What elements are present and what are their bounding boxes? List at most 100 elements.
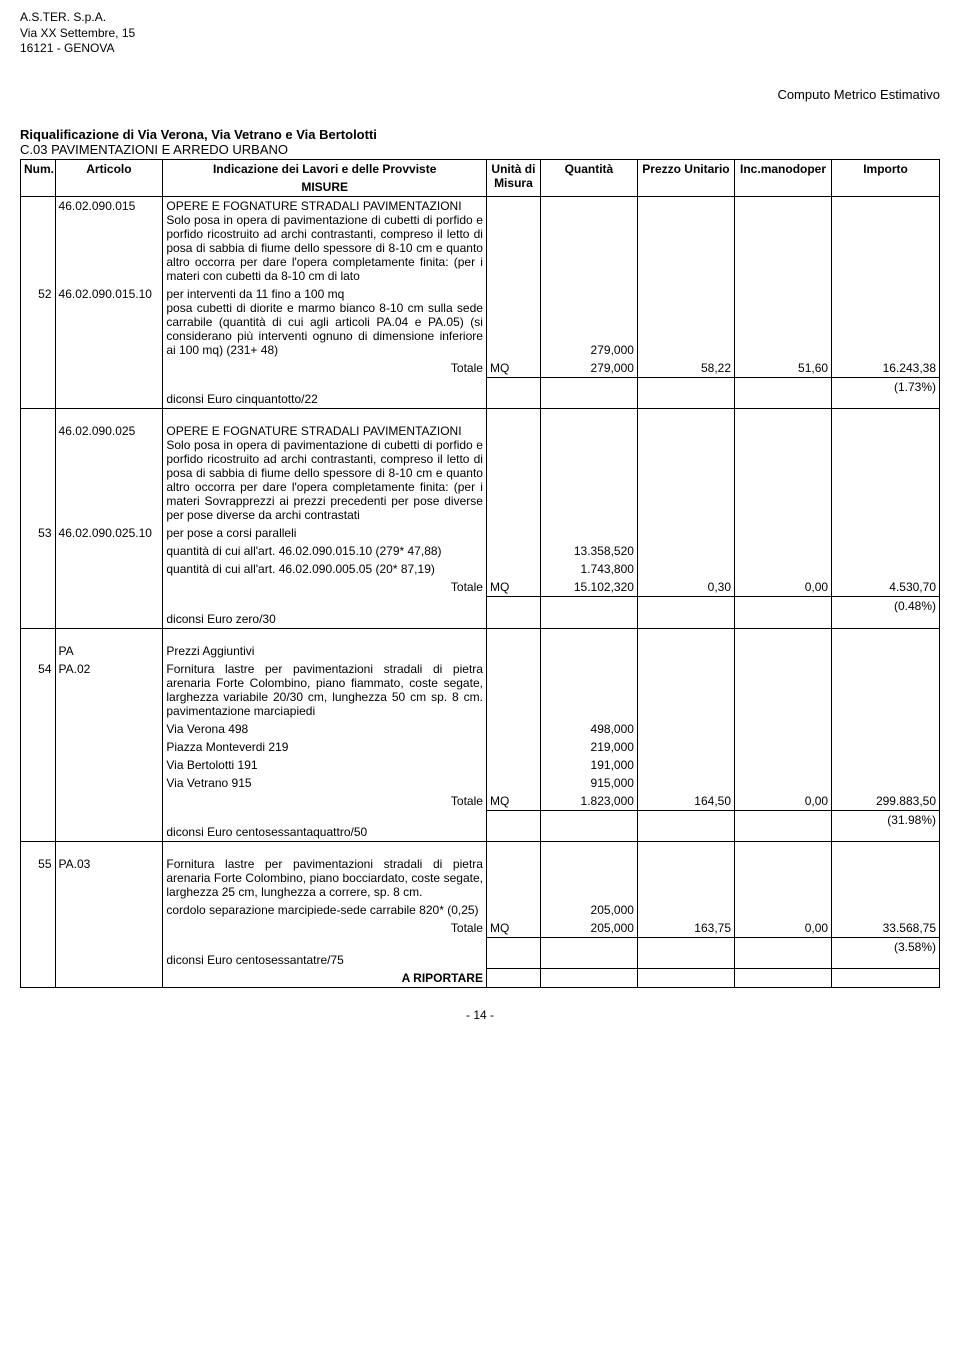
company-name: A.S.TER. S.p.A. bbox=[20, 10, 940, 26]
percent-value: (3.58%) bbox=[832, 938, 940, 969]
table-row: PA Prezzi Aggiuntivi bbox=[21, 628, 940, 660]
table-row: 55 PA.03 Fornitura lastre per pavimentaz… bbox=[21, 842, 940, 902]
line-row: quantità di cui all'art. 46.02.090.015.1… bbox=[21, 542, 940, 560]
table-row: 53 46.02.090.025.10 per pose a corsi par… bbox=[21, 524, 940, 542]
importo-value: 33.568,75 bbox=[832, 919, 940, 938]
header-articolo: Articolo bbox=[55, 159, 163, 196]
document-type: Computo Metrico Estimativo bbox=[20, 87, 940, 102]
row-num: 52 bbox=[21, 285, 56, 359]
line-qty: 915,000 bbox=[540, 774, 637, 792]
diconsi: diconsi Euro centosessantaquattro/50 bbox=[163, 810, 487, 842]
header-prezzo: Prezzo Unitario bbox=[637, 159, 734, 196]
desc-title: OPERE E FOGNATURE STRADALI PAVIMENTAZION… bbox=[166, 424, 461, 438]
inc-value: 51,60 bbox=[735, 359, 832, 378]
line-row: Via Verona 498 498,000 bbox=[21, 720, 940, 738]
line-qty: 13.358,520 bbox=[540, 542, 637, 560]
row-num: 54 bbox=[21, 660, 56, 720]
unit-value: MQ bbox=[486, 919, 540, 938]
totale-row: Totale MQ 279,000 58,22 51,60 16.243,38 bbox=[21, 359, 940, 378]
totale-label: Totale bbox=[163, 919, 487, 938]
ariportare-label: A RIPORTARE bbox=[163, 969, 487, 988]
importo-value: 4.530,70 bbox=[832, 578, 940, 597]
line-text: cordolo separazione marcipiede-sede carr… bbox=[163, 901, 487, 919]
company-address2: 16121 - GENOVA bbox=[20, 41, 940, 57]
percent-value: (1.73%) bbox=[832, 377, 940, 409]
qty-total: 15.102,320 bbox=[540, 578, 637, 597]
qty-total: 1.823,000 bbox=[540, 792, 637, 811]
percent-row: diconsi Euro zero/30 (0.48%) bbox=[21, 597, 940, 629]
row-num: 55 bbox=[21, 842, 56, 902]
line-qty: 219,000 bbox=[540, 738, 637, 756]
articolo-code: 46.02.090.025 bbox=[55, 409, 163, 525]
unit-value: MQ bbox=[486, 359, 540, 378]
importo-value: 299.883,50 bbox=[832, 792, 940, 811]
table-row: 46.02.090.025 OPERE E FOGNATURE STRADALI… bbox=[21, 409, 940, 525]
header-unita: Unità di Misura bbox=[486, 159, 540, 196]
line-qty: 205,000 bbox=[540, 901, 637, 919]
section-title: Riqualificazione di Via Verona, Via Vetr… bbox=[20, 127, 940, 142]
inc-value: 0,00 bbox=[735, 578, 832, 597]
line-row: cordolo separazione marcipiede-sede carr… bbox=[21, 901, 940, 919]
totale-label: Totale bbox=[163, 359, 487, 378]
row-num: 53 bbox=[21, 524, 56, 542]
line-qty: 498,000 bbox=[540, 720, 637, 738]
qty-total: 205,000 bbox=[540, 919, 637, 938]
table-header-row: Num. Articolo Indicazione dei Lavori e d… bbox=[21, 159, 940, 178]
desc-body: Solo posa in opera di pavimentazione di … bbox=[166, 213, 483, 283]
line-text: Piazza Monteverdi 219 bbox=[163, 738, 487, 756]
table-row: 52 46.02.090.015.10 per interventi da 11… bbox=[21, 285, 940, 359]
ariportare-row: A RIPORTARE bbox=[21, 969, 940, 988]
unit-value: MQ bbox=[486, 578, 540, 597]
totale-row: Totale MQ 205,000 163,75 0,00 33.568,75 bbox=[21, 919, 940, 938]
line-row: Via Bertolotti 191 191,000 bbox=[21, 756, 940, 774]
header-quantita: Quantità bbox=[540, 159, 637, 196]
unit-value: MQ bbox=[486, 792, 540, 811]
percent-row: diconsi Euro centosessantaquattro/50 (31… bbox=[21, 810, 940, 842]
totale-row: Totale MQ 1.823,000 164,50 0,00 299.883,… bbox=[21, 792, 940, 811]
articolo-code: PA.02 bbox=[55, 660, 163, 720]
diconsi: diconsi Euro zero/30 bbox=[163, 597, 487, 629]
diconsi: diconsi Euro cinquantotto/22 bbox=[163, 377, 487, 409]
estimate-table: Num. Articolo Indicazione dei Lavori e d… bbox=[20, 159, 940, 988]
totale-label: Totale bbox=[163, 792, 487, 811]
line-qty: 191,000 bbox=[540, 756, 637, 774]
desc-body: Solo posa in opera di pavimentazione di … bbox=[166, 438, 483, 522]
totale-label: Totale bbox=[163, 578, 487, 597]
prezzo-value: 58,22 bbox=[637, 359, 734, 378]
qty-total: 279,000 bbox=[540, 359, 637, 378]
desc-body: Prezzi Aggiuntivi bbox=[163, 628, 487, 660]
company-header: A.S.TER. S.p.A. Via XX Settembre, 15 161… bbox=[20, 10, 940, 57]
percent-row: diconsi Euro centosessantatre/75 (3.58%) bbox=[21, 938, 940, 969]
line-row: quantità di cui all'art. 46.02.090.005.0… bbox=[21, 560, 940, 578]
line-text: Via Vetrano 915 bbox=[163, 774, 487, 792]
header-indicazione: Indicazione dei Lavori e delle Provviste bbox=[163, 159, 487, 178]
line-text: quantità di cui all'art. 46.02.090.005.0… bbox=[163, 560, 487, 578]
header-importo: Importo bbox=[832, 159, 940, 196]
articolo-code: 46.02.090.015.10 bbox=[55, 285, 163, 359]
line-row: Via Vetrano 915 915,000 bbox=[21, 774, 940, 792]
line-text: Via Verona 498 bbox=[163, 720, 487, 738]
desc-sub: per pose a corsi paralleli bbox=[163, 524, 487, 542]
header-inc: Inc.manodoper bbox=[735, 159, 832, 196]
inc-value: 0,00 bbox=[735, 919, 832, 938]
desc-body: posa cubetti di diorite e marmo bianco 8… bbox=[166, 301, 483, 357]
line-qty: 1.743,800 bbox=[540, 560, 637, 578]
line-text: Via Bertolotti 191 bbox=[163, 756, 487, 774]
desc-title: OPERE E FOGNATURE STRADALI PAVIMENTAZION… bbox=[166, 199, 461, 213]
inc-value: 0,00 bbox=[735, 792, 832, 811]
percent-value: (0.48%) bbox=[832, 597, 940, 629]
table-row: 46.02.090.015 OPERE E FOGNATURE STRADALI… bbox=[21, 196, 940, 285]
percent-row: diconsi Euro cinquantotto/22 (1.73%) bbox=[21, 377, 940, 409]
percent-value: (31.98%) bbox=[832, 810, 940, 842]
prezzo-value: 163,75 bbox=[637, 919, 734, 938]
desc-sub: per interventi da 11 fino a 100 mq bbox=[166, 287, 483, 301]
articolo-code: 46.02.090.025.10 bbox=[55, 524, 163, 542]
importo-value: 16.243,38 bbox=[832, 359, 940, 378]
company-address1: Via XX Settembre, 15 bbox=[20, 26, 940, 42]
page-number: - 14 - bbox=[20, 1008, 940, 1022]
articolo-code: PA bbox=[55, 628, 163, 660]
section-subtitle: C.03 PAVIMENTAZIONI E ARREDO URBANO bbox=[20, 142, 940, 157]
line-text: quantità di cui all'art. 46.02.090.015.1… bbox=[163, 542, 487, 560]
header-misure: MISURE bbox=[163, 178, 487, 197]
table-row: 54 PA.02 Fornitura lastre per pavimentaz… bbox=[21, 660, 940, 720]
